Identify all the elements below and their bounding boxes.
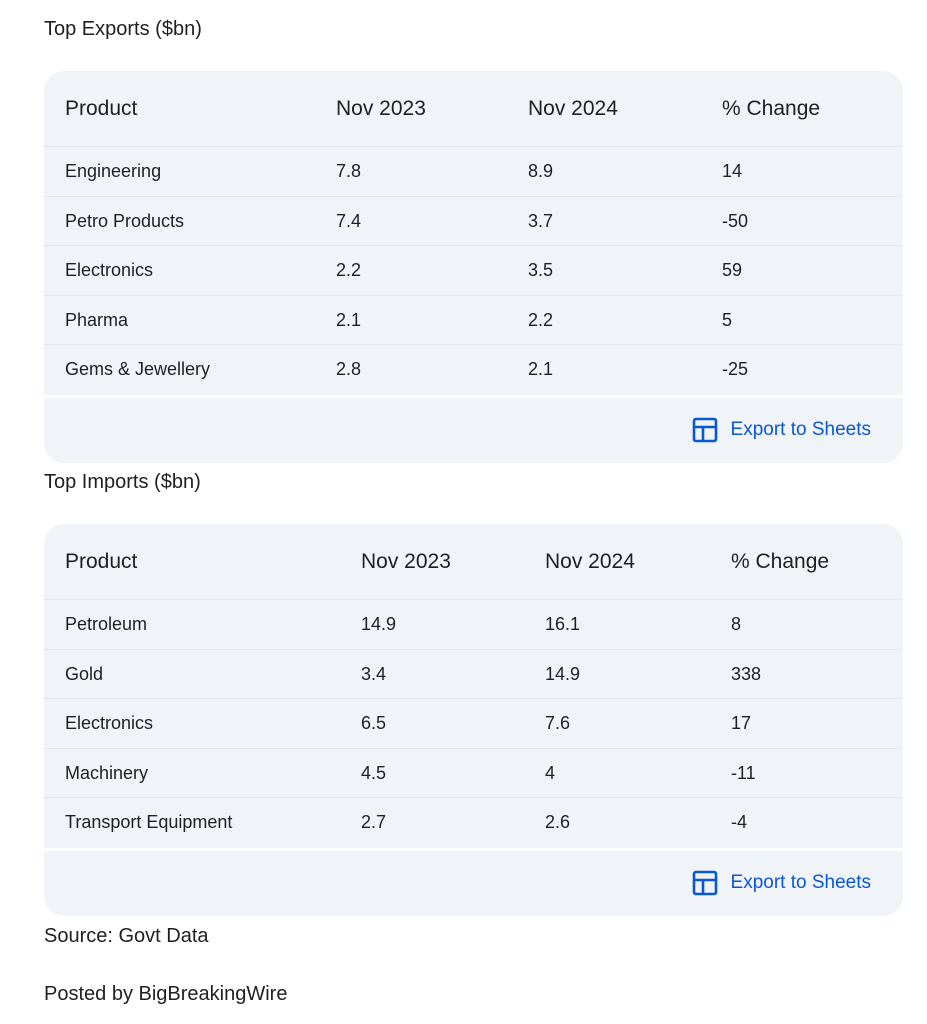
table-row: Electronics 6.5 7.6 17 bbox=[44, 698, 903, 748]
table-cell: Petroleum bbox=[65, 614, 148, 634]
header-cell: Product bbox=[65, 550, 138, 573]
table-row: Gold 3.4 14.9 338 bbox=[44, 648, 903, 699]
table-cell: Transport Equipment bbox=[65, 812, 233, 833]
table-cell: -25 bbox=[722, 359, 749, 380]
table-cell: Electronics bbox=[65, 713, 154, 734]
table-row: Gems & Jewellery 2.8 2.1 -25 bbox=[44, 344, 903, 394]
header-cell: % Change bbox=[722, 97, 821, 120]
header-row: Product Nov 2023 Nov 2024 % Change bbox=[44, 524, 903, 599]
table-cell: Petro Products bbox=[65, 210, 185, 231]
table-cell: Engineering bbox=[65, 161, 162, 181]
table-cell: 2.7 bbox=[361, 812, 387, 833]
table-row: Electronics 2.2 3.5 59 bbox=[44, 245, 903, 295]
table-cell: 59 bbox=[722, 260, 743, 281]
table-row: Transport Equipment 2.7 2.6 -4 bbox=[44, 797, 903, 847]
table-cell: 14.9 bbox=[361, 614, 397, 634]
source: Source: Govt Data bbox=[44, 925, 209, 947]
table-cell: 4 bbox=[545, 762, 556, 783]
header-cell: Nov 2023 bbox=[336, 97, 426, 120]
sheets-icon bbox=[692, 417, 717, 443]
table-row: Petro Products 7.4 3.7 -50 bbox=[44, 195, 903, 246]
table-cell: 14 bbox=[722, 161, 743, 181]
table-cell: 2.6 bbox=[545, 812, 571, 833]
table-cell: 14.9 bbox=[545, 663, 581, 684]
posted-by: Posted by BigBreakingWire bbox=[44, 983, 288, 1005]
table-cell: 3.5 bbox=[528, 260, 554, 281]
table-cell: 338 bbox=[731, 663, 762, 684]
table-cell: Electronics bbox=[65, 260, 154, 281]
table-cell: 16.1 bbox=[545, 614, 581, 634]
header-cell: Product bbox=[65, 97, 138, 120]
table-cell: 3.7 bbox=[528, 210, 554, 231]
header-cell: Nov 2024 bbox=[528, 97, 618, 120]
header-cell: Nov 2023 bbox=[361, 550, 451, 573]
table-cell: 8 bbox=[731, 614, 742, 634]
table-cell: Machinery bbox=[65, 762, 149, 783]
table-cell: -11 bbox=[731, 762, 756, 783]
table-cell: 7.4 bbox=[336, 210, 362, 231]
export-button[interactable]: Export to Sheets bbox=[692, 417, 871, 443]
export-label: Export to Sheets bbox=[730, 872, 871, 893]
table-cell: 2.1 bbox=[528, 359, 554, 380]
header-row: Product Nov 2023 Nov 2024 % Change bbox=[44, 71, 903, 146]
table-cell: Gold bbox=[65, 663, 104, 684]
table-cell: 2.2 bbox=[528, 309, 554, 330]
table-cell: 2.1 bbox=[336, 309, 362, 330]
table-cell: 7.6 bbox=[545, 713, 571, 734]
table-row: Petroleum 14.9 16.1 8 bbox=[44, 599, 903, 649]
table-row: Pharma 2.1 2.2 5 bbox=[44, 294, 903, 345]
sheets-icon bbox=[692, 870, 717, 896]
table-card: Product Nov 2023 Nov 2024 % Change Petroleum… bbox=[44, 524, 903, 916]
table-row: Engineering 7.8 8.9 14 bbox=[44, 146, 903, 196]
table-cell: 8.9 bbox=[528, 161, 554, 181]
table-cell: 5 bbox=[722, 309, 733, 330]
header-cell: Nov 2024 bbox=[545, 550, 635, 573]
header-cell: % Change bbox=[731, 550, 830, 573]
table-cell: 6.5 bbox=[361, 713, 387, 734]
table-card: Product Nov 2023 Nov 2024 % Change Engineeri… bbox=[44, 71, 903, 463]
table-cell: -50 bbox=[722, 210, 749, 231]
table-cell: Gems & Jewellery bbox=[65, 359, 211, 380]
table-cell: Pharma bbox=[65, 309, 129, 330]
export-label: Export to Sheets bbox=[730, 419, 871, 440]
table-cell: 2.8 bbox=[336, 359, 362, 380]
table-title: Top Imports ($bn) bbox=[44, 471, 201, 493]
table-cell: -4 bbox=[731, 812, 748, 833]
export-button[interactable]: Export to Sheets bbox=[692, 870, 871, 896]
table-footer: Export to Sheets bbox=[44, 395, 903, 463]
table-cell: 17 bbox=[731, 713, 752, 734]
table-row: Machinery 4.5 4 -11 bbox=[44, 747, 903, 798]
table-cell: 4.5 bbox=[361, 762, 387, 783]
table-cell: 2.2 bbox=[336, 260, 362, 281]
table-cell: 7.8 bbox=[336, 161, 362, 181]
table-footer: Export to Sheets bbox=[44, 848, 903, 916]
table-title: Top Exports ($bn) bbox=[44, 18, 202, 40]
table-cell: 3.4 bbox=[361, 663, 387, 684]
